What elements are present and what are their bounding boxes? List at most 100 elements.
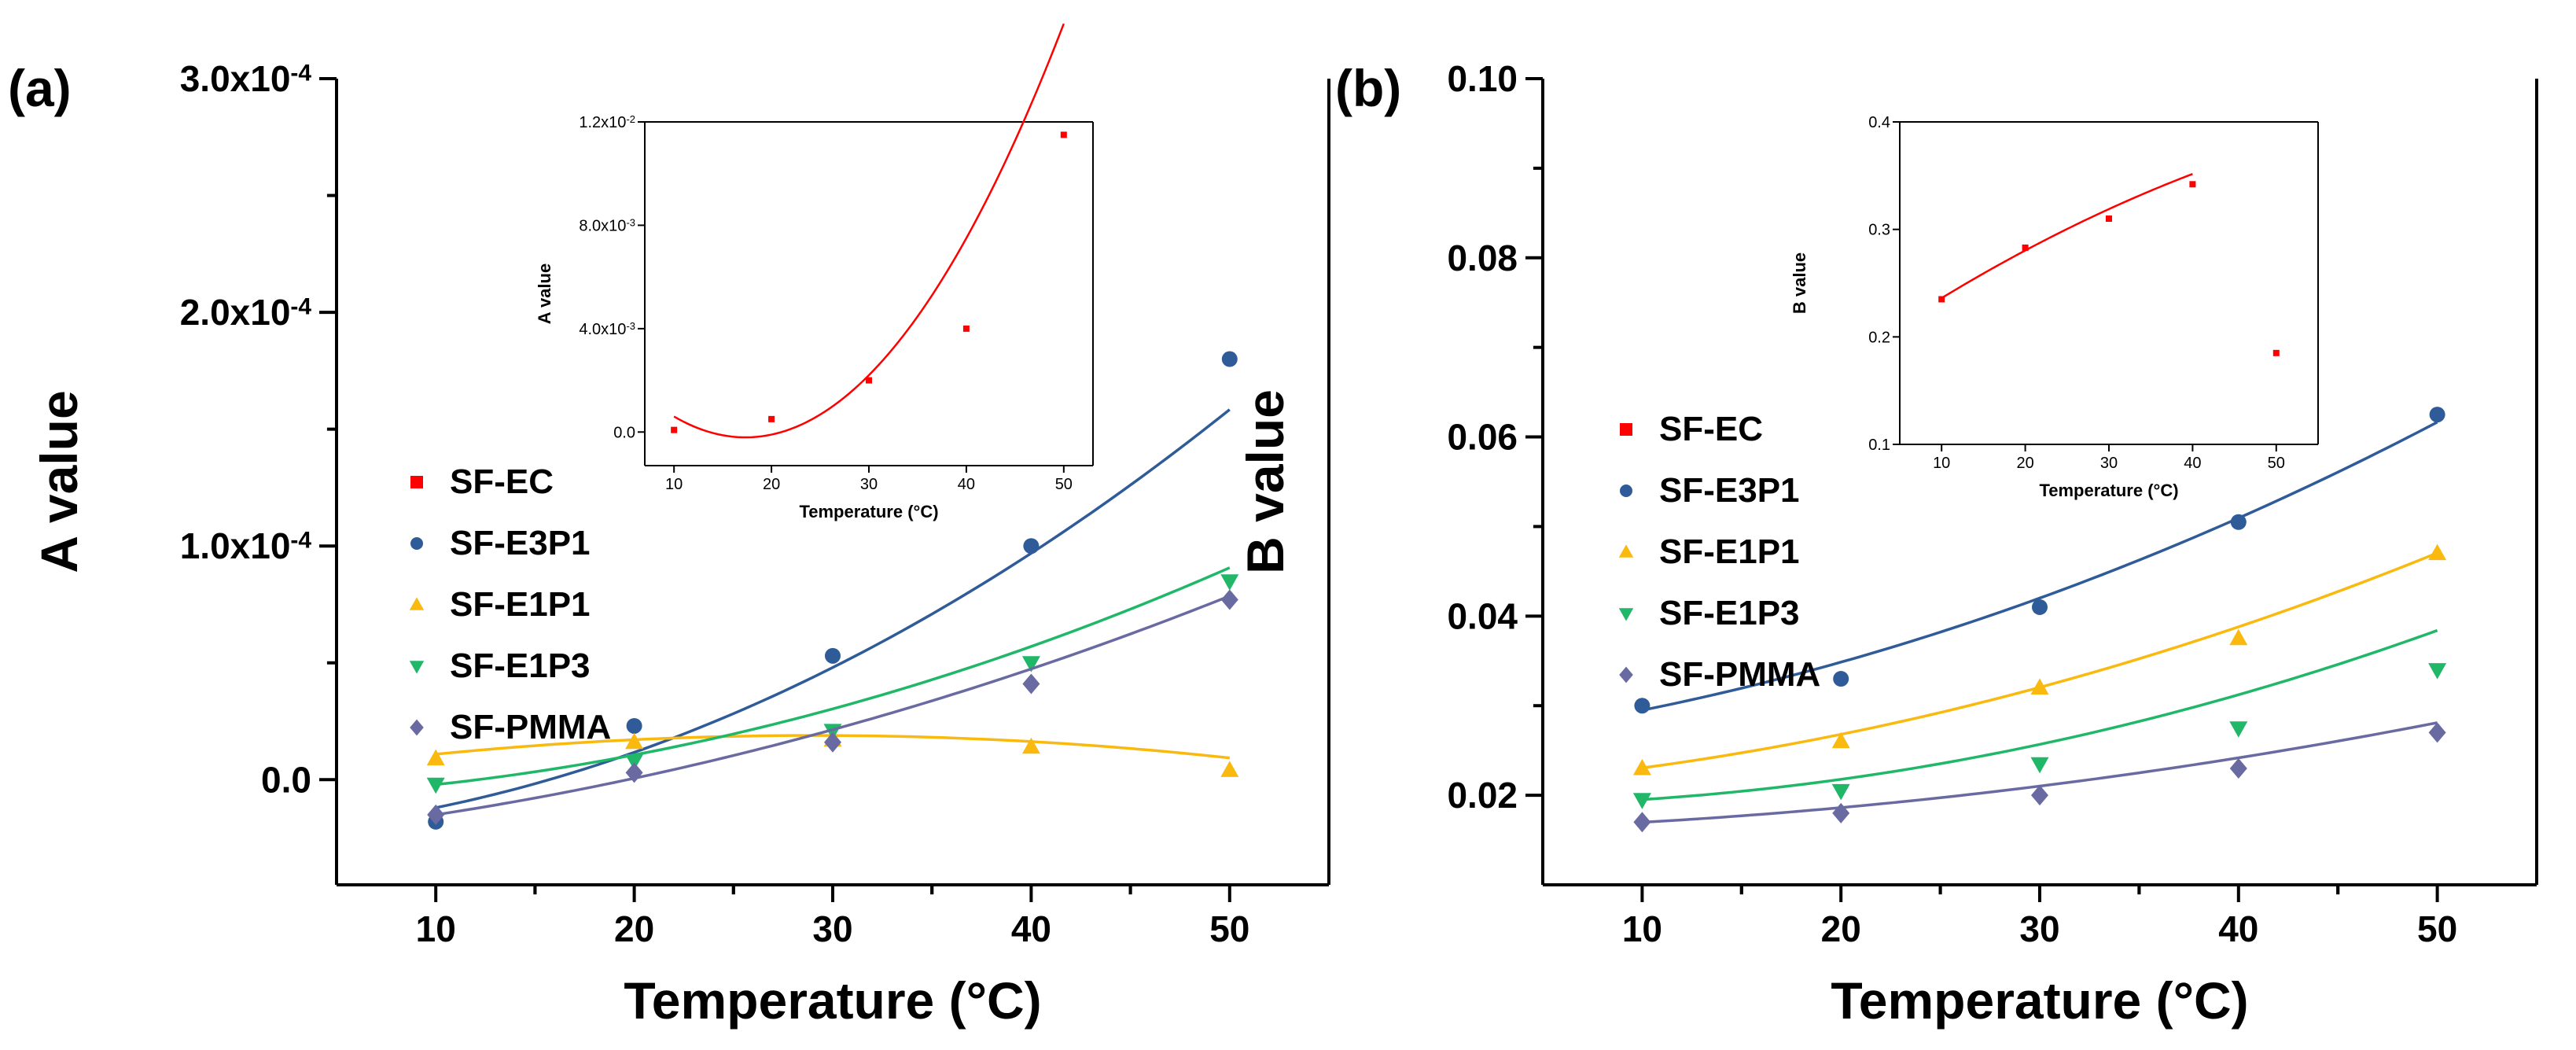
- inset-x-tick-label: 50: [2268, 455, 2285, 472]
- panel-label: (a): [8, 59, 72, 117]
- main-point-sf-pmma: [824, 731, 841, 753]
- main-x-tick-label: 30: [812, 908, 852, 949]
- inset-x-tick-label: 20: [2016, 455, 2033, 472]
- inset-y-tick-label: 0.3: [1868, 222, 1890, 239]
- main-point-sf-pmma: [1633, 812, 1651, 833]
- main-x-tick-label: 10: [1622, 908, 1662, 949]
- main-point-sf-e3p1: [825, 647, 841, 664]
- inset-y-tick-label: 8.0x10-3: [579, 217, 635, 235]
- main-point-sf-e1p3: [2030, 757, 2049, 774]
- main-fit-line-sf-pmma: [435, 595, 1231, 816]
- legend-label: SF-EC: [450, 462, 554, 501]
- main-fit-line-sf-e1p3: [1642, 628, 2438, 801]
- main-x-tick-label: 50: [2417, 908, 2457, 949]
- inset-x-tick-label: 40: [2184, 455, 2201, 472]
- main-point-sf-pmma: [1832, 802, 1850, 823]
- main-point-sf-e1p3: [2229, 721, 2248, 738]
- legend-label: SF-E3P1: [1659, 471, 1800, 510]
- main-y-tick-label: 1.0x10-4: [180, 525, 312, 566]
- inset-y-tick-label: 4.0x10-3: [579, 320, 635, 338]
- main-point-sf-e3p1: [2230, 514, 2247, 530]
- inset-y-tick-label-base: 8.0x10: [579, 217, 626, 234]
- inset-point-sf-ec: [962, 325, 970, 332]
- inset-y-axis-title: A value: [535, 263, 554, 324]
- main-x-tick-label: 40: [2218, 908, 2258, 949]
- legend-marker: [409, 597, 425, 610]
- main-point-sf-e3p1: [2032, 599, 2048, 615]
- inset-point-sf-ec: [866, 377, 872, 384]
- panel-b: (b) 10 20 30 40 50 0.02 0.04 0.06 0.08 0.10 Tempera…: [1236, 58, 2538, 1030]
- main-point-sf-e3p1: [1833, 671, 1849, 687]
- main-point-sf-e1p3: [1021, 656, 1040, 672]
- main-y-tick-label-exp: -4: [290, 528, 311, 554]
- main-fit-line-sf-e3p1: [435, 408, 1231, 809]
- main-x-axis-title: Temperature (°C): [1831, 971, 2248, 1030]
- legend-marker: [410, 719, 424, 736]
- main-point-sf-e1p1: [2428, 543, 2447, 561]
- main-point-sf-e3p1: [1634, 698, 1650, 714]
- main-point-sf-e1p1: [1632, 758, 1651, 776]
- main-x-tick-label: 10: [416, 908, 456, 949]
- inset-plot: 10 20 30 40 50 0.1 0.2 0.3 0.4 Temperature (°C) B …: [1790, 114, 2319, 500]
- inset-x-axis-title: Temperature (°C): [799, 502, 938, 521]
- main-y-tick-label-base: 2.0x10: [180, 292, 291, 333]
- main-point-sf-pmma: [2428, 722, 2446, 743]
- main-point-sf-pmma: [1220, 589, 1238, 610]
- inset-fit-line-sf-ec: [1941, 172, 2193, 300]
- main-point-sf-e1p3: [1831, 783, 1850, 801]
- inset-point-sf-ec: [1060, 131, 1067, 138]
- main-point-sf-e1p3: [2428, 663, 2447, 680]
- inset-point-sf-ec: [2272, 349, 2280, 356]
- main-point-sf-e1p1: [1831, 731, 1850, 749]
- main-x-tick-label: 20: [614, 908, 654, 949]
- legend-label: SF-PMMA: [450, 708, 611, 746]
- legend-label: SF-PMMA: [1659, 655, 1820, 694]
- inset-y-tick-label: 0.2: [1868, 329, 1890, 346]
- main-y-tick-label: 0.06: [1447, 417, 1518, 458]
- legend-label: SF-E1P3: [1659, 594, 1800, 632]
- legend-marker: [410, 476, 423, 488]
- main-y-tick-label: 0.08: [1447, 238, 1518, 278]
- inset-point-sf-ec: [671, 426, 678, 433]
- main-point-sf-e1p1: [625, 732, 644, 750]
- main-point-sf-pmma: [427, 804, 445, 825]
- main-y-tick-label-base: 1.0x10: [180, 525, 291, 566]
- main-point-sf-e3p1: [1023, 538, 1040, 554]
- inset-x-tick-label: 10: [665, 476, 683, 493]
- inset-point-sf-ec: [1938, 296, 1945, 303]
- inset-x-axis-title: Temperature (°C): [2039, 481, 2178, 500]
- inset-x-tick-label: 40: [958, 476, 975, 493]
- main-point-sf-e1p3: [1220, 574, 1239, 591]
- inset-point-sf-ec: [2189, 181, 2196, 188]
- main-x-tick-label: 40: [1011, 908, 1051, 949]
- inset-y-axis-title: B value: [1790, 252, 1809, 314]
- main-point-sf-e1p1: [2229, 628, 2248, 646]
- main-point-sf-pmma: [2229, 757, 2247, 779]
- main-point-sf-e3p1: [626, 717, 642, 734]
- inset-y-tick-label: 1.2x10-2: [579, 113, 635, 131]
- main-fit-line-sf-e1p3: [436, 566, 1231, 787]
- inset-y-tick-label-exp: -2: [626, 113, 635, 125]
- main-x-tick-label: 50: [1209, 908, 1249, 949]
- legend-label: SF-E1P1: [450, 585, 591, 624]
- main-x-tick-label: 30: [2019, 908, 2059, 949]
- main-y-tick-label: 0.02: [1447, 775, 1518, 816]
- main-point-sf-e3p1: [1221, 351, 1238, 367]
- main-fit-line-sf-e3p1: [1642, 421, 2438, 712]
- inset-y-tick-label-base: 1.2x10: [579, 114, 626, 131]
- panel-a: (a)10 20 30 40 500.01.0x10-42.0x10-43.0x10-4…: [8, 23, 1330, 1030]
- legend-marker: [1619, 666, 1633, 683]
- main-y-tick-label-base: 3.0x10: [180, 58, 291, 99]
- main-point-sf-e3p1: [2429, 407, 2445, 423]
- inset-x-tick-label: 20: [763, 476, 780, 493]
- main-y-tick-label-exp: -4: [290, 294, 311, 320]
- main-y-tick-label-exp: -4: [290, 61, 311, 87]
- inset-x-tick-label: 30: [860, 476, 878, 493]
- inset-x-tick-label: 10: [1933, 455, 1950, 472]
- legend-marker: [1618, 608, 1634, 621]
- main-y-tick-label: 2.0x10-4: [180, 292, 312, 333]
- main-point-sf-pmma: [1022, 673, 1040, 694]
- inset-x-tick-label: 30: [2100, 455, 2118, 472]
- main-point-sf-e1p3: [625, 754, 644, 771]
